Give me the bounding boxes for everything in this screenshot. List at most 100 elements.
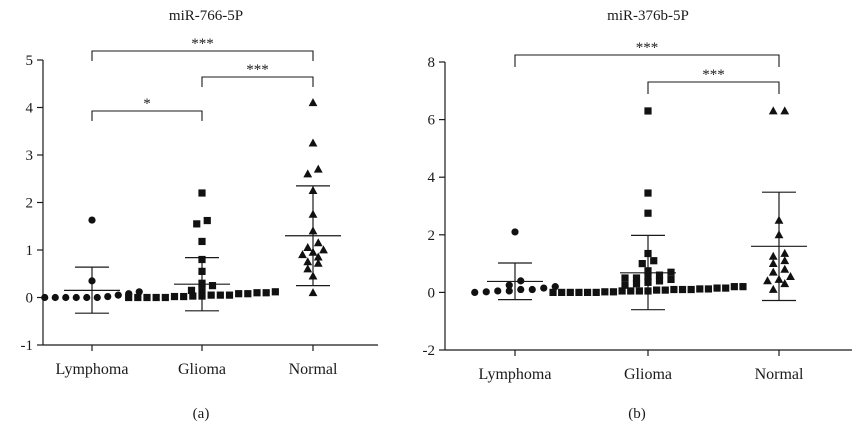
y-tick-label: 1: [26, 243, 34, 259]
series-normal: [751, 106, 807, 302]
data-point: [644, 287, 652, 295]
data-point: [768, 284, 778, 293]
data-point: [644, 278, 652, 286]
y-tick-label: 4: [428, 170, 436, 186]
data-point: [632, 274, 641, 282]
data-point: [198, 292, 206, 300]
data-point: [303, 264, 313, 273]
data-point: [313, 258, 323, 267]
data-point: [193, 220, 201, 228]
data-point: [313, 238, 323, 247]
data-point: [308, 138, 318, 147]
data-point: [592, 288, 600, 296]
data-point: [308, 271, 318, 280]
data-point: [655, 277, 664, 285]
significance-bracket: [91, 110, 203, 121]
y-tick-label: -1: [21, 338, 34, 354]
y-tick-label: 0: [26, 291, 34, 307]
data-point: [198, 237, 206, 246]
x-tick-label: Glioma: [178, 361, 226, 378]
data-point: [216, 291, 224, 299]
significance-bracket: [514, 54, 780, 67]
data-point: [780, 256, 790, 265]
significance-label: ***: [246, 62, 269, 78]
panel-b: miR-376b-5P -2 0 2 4 6 8 Lymphoma Glioma Normal **…: [423, 8, 852, 422]
data-point: [319, 245, 328, 254]
data-point: [161, 293, 169, 302]
data-point: [549, 288, 557, 296]
series-lymphoma: [471, 228, 559, 301]
data-point: [517, 277, 525, 285]
data-point: [93, 293, 101, 302]
data-point: [566, 288, 574, 296]
data-point: [303, 257, 313, 266]
data-point: [494, 287, 502, 295]
data-point: [271, 288, 279, 296]
x-tick-label: Lymphoma: [479, 366, 552, 383]
significance-bracket: [647, 81, 780, 94]
data-point: [308, 226, 318, 235]
data-point: [713, 284, 721, 292]
data-point: [618, 287, 626, 295]
data-point: [198, 189, 206, 197]
data-point: [540, 284, 548, 292]
data-point: [635, 287, 643, 295]
data-point: [621, 281, 629, 289]
data-point: [678, 285, 687, 294]
data-point: [780, 264, 790, 273]
data-point: [627, 287, 635, 295]
series-glioma: [549, 107, 747, 311]
data-point: [609, 288, 618, 296]
y-tick-label: 5: [26, 53, 34, 69]
x-tick-label: Glioma: [624, 366, 672, 383]
significance-label: ***: [702, 67, 725, 83]
x-tick-label: Lymphoma: [56, 361, 129, 378]
data-point: [253, 289, 261, 297]
data-point: [644, 189, 652, 197]
data-point: [51, 293, 59, 302]
data-point: [774, 230, 784, 239]
panel-label: (a): [193, 406, 210, 422]
data-point: [644, 267, 652, 275]
series-normal: [285, 98, 341, 297]
data-point: [198, 255, 206, 264]
data-point: [198, 279, 206, 287]
data-point: [308, 288, 318, 297]
data-point: [104, 292, 112, 301]
data-point: [786, 271, 795, 280]
data-point: [505, 281, 513, 289]
data-point: [558, 288, 566, 296]
y-tick-label: 6: [428, 113, 436, 129]
data-point: [187, 286, 196, 294]
x-tick-label: Normal: [289, 361, 338, 378]
data-point: [207, 291, 215, 299]
data-point: [198, 285, 206, 293]
data-point: [505, 287, 513, 295]
data-point: [687, 285, 695, 294]
data-point: [72, 293, 80, 302]
y-tick-label: 2: [428, 228, 436, 244]
data-point: [780, 279, 790, 288]
data-point: [482, 288, 490, 296]
data-point: [125, 293, 133, 302]
data-point: [303, 169, 313, 178]
data-point: [696, 285, 704, 293]
data-point: [763, 276, 772, 285]
data-point: [670, 285, 678, 294]
data-point: [62, 293, 70, 302]
data-point: [551, 283, 559, 291]
data-point: [114, 291, 122, 299]
data-point: [644, 209, 652, 217]
data-point: [83, 293, 91, 302]
data-point: [189, 292, 197, 300]
data-point: [180, 292, 188, 301]
data-point: [134, 293, 142, 302]
data-point: [780, 106, 790, 115]
data-point: [143, 293, 151, 302]
data-point: [528, 285, 536, 294]
significance-label: ***: [636, 40, 659, 56]
y-tick-label: -2: [423, 343, 436, 359]
data-point: [170, 292, 179, 301]
data-point: [739, 283, 747, 291]
